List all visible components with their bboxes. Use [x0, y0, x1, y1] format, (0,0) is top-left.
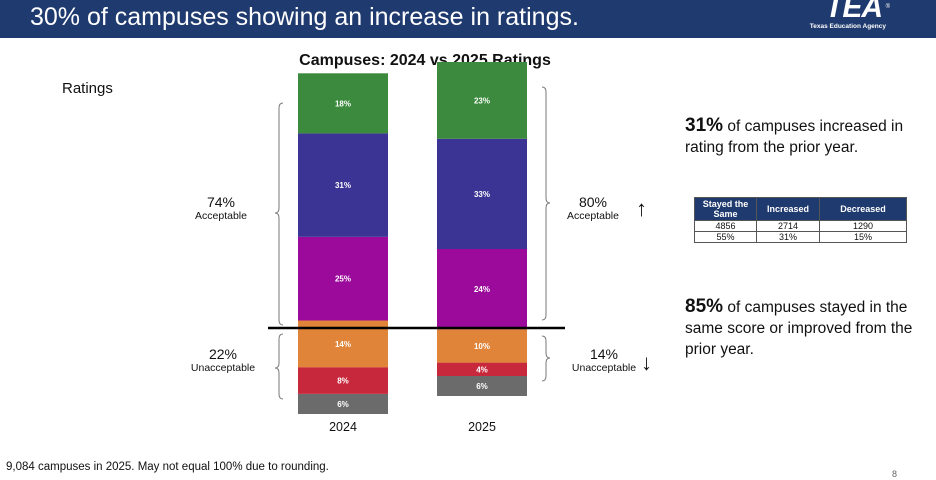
legend-badge-f: F ≤ 59: [69, 378, 110, 394]
header-bar: 30% of campuses showing an increase in r…: [0, 0, 936, 38]
legend-badge-d: D 60-69: [64, 339, 115, 355]
group-unacceptable-2024-pct: 22%: [208, 346, 238, 362]
bar-value-label-2024-1: 31%: [335, 181, 351, 190]
logo-subtitle: Texas Education Agency: [809, 23, 886, 30]
group-unacceptable-2024: 22% Unacceptable: [185, 346, 261, 374]
summary-cell: 2714: [756, 220, 820, 232]
bar-value-label-2024-5: 6%: [337, 400, 349, 409]
bar-segment-2025-1: [437, 138, 527, 249]
bar-segment-2024-0: [298, 73, 388, 134]
x-tick-label-2025: 2025: [468, 420, 496, 434]
group-acceptable-2024-pct: 74%: [206, 194, 236, 210]
bar-value-label-2025-2: 24%: [474, 285, 490, 294]
summary-table: Stayed the Same Increased Decreased 4856…: [694, 197, 907, 243]
page-number: 8: [892, 469, 898, 479]
group-unacceptable-2025-pct: 14%: [589, 346, 619, 362]
table-row: 4856 2714 1290: [694, 220, 907, 232]
group-acceptable-2025-pct: 80%: [578, 194, 608, 210]
bar-value-label-2025-1: 33%: [474, 190, 490, 199]
arrow-up-icon: ↑: [636, 196, 647, 221]
legend-badge-b: B 80-89: [64, 191, 115, 207]
arrow-down-icon: ↓: [641, 350, 652, 375]
bar-segment-2025-0: [437, 62, 527, 139]
bar-value-label-2024-4: 8%: [337, 377, 349, 386]
bar-segment-2025-2: [437, 249, 527, 330]
stat-increased: 31% of campuses increased in rating from…: [685, 115, 925, 158]
group-acceptable-2025-label: Acceptable: [567, 210, 619, 222]
stat-increased-pct: 31%: [685, 115, 724, 136]
group-unacceptable-2024-label: Unacceptable: [190, 362, 256, 374]
table-row: 55% 31% 15%: [694, 231, 907, 243]
legend-badge-a: A 90-100: [61, 118, 118, 134]
group-acceptable-2024-label: Acceptable: [195, 210, 247, 222]
bar-segment-2025-3: [437, 329, 527, 363]
summary-cell: 4856: [694, 220, 757, 232]
stat-same-or-improved-pct: 85%: [685, 296, 724, 317]
page-headline: 30% of campuses showing an increase in r…: [30, 3, 579, 31]
summary-header-stayed: Stayed the Same: [694, 197, 757, 221]
legend-badge-not-rated: Not Rated: [64, 402, 115, 414]
bar-segment-2024-5: [298, 394, 388, 414]
bar-segment-2025-4: [437, 362, 527, 376]
group-unacceptable-2025-label: Unacceptable: [571, 362, 637, 374]
group-unacceptable-2025: 14% Unacceptable: [566, 346, 642, 374]
footnote: 9,084 campuses in 2025. May not equal 10…: [6, 461, 329, 473]
bar-value-label-2024-0: 18%: [335, 99, 351, 108]
bracket-acceptable-2024: [274, 102, 284, 326]
summary-cell: 1290: [819, 220, 907, 232]
group-acceptable-2024: 74% Acceptable: [185, 194, 257, 222]
summary-table-header-row: Stayed the Same Increased Decreased: [694, 197, 907, 221]
summary-cell: 55%: [694, 231, 757, 243]
bracket-unacceptable-2025: [541, 335, 551, 382]
summary-header-decreased: Decreased: [819, 197, 907, 221]
stat-same-or-improved: 85% of campuses stayed in the same score…: [685, 296, 925, 360]
group-acceptable-2025: 80% Acceptable: [560, 194, 626, 222]
summary-cell: 31%: [756, 231, 820, 243]
bracket-unacceptable-2024: [274, 333, 284, 400]
bar-segment-2025-5: [437, 376, 527, 396]
bar-segment-2024-1: [298, 133, 388, 237]
bar-value-label-2024-2: 25%: [335, 275, 351, 284]
bar-value-label-2024-3: 14%: [335, 340, 351, 349]
x-tick-label-2024: 2024: [329, 420, 357, 434]
bracket-acceptable-2025: [541, 86, 551, 321]
bar-value-label-2025-5: 6%: [476, 382, 488, 391]
bar-segment-2024-4: [298, 367, 388, 394]
logo-registered: ®: [885, 4, 890, 10]
logo-mark: TEA: [825, 0, 883, 24]
ratings-heading: Ratings: [62, 80, 113, 97]
bar-value-label-2025-4: 4%: [476, 365, 488, 374]
summary-header-increased: Increased: [756, 197, 820, 221]
bar-segment-2024-2: [298, 237, 388, 321]
stat-increased-text: of campuses increased in rating from the…: [685, 118, 904, 156]
stat-same-or-improved-text: of campuses stayed in the same score or …: [685, 299, 913, 358]
bar-value-label-2025-3: 10%: [474, 342, 490, 351]
legend-badge-c: C 70-79: [64, 279, 115, 295]
summary-cell: 15%: [819, 231, 907, 243]
bar-value-label-2025-0: 23%: [474, 96, 490, 105]
tea-logo: TEA ® Texas Education Agency: [802, 0, 922, 38]
